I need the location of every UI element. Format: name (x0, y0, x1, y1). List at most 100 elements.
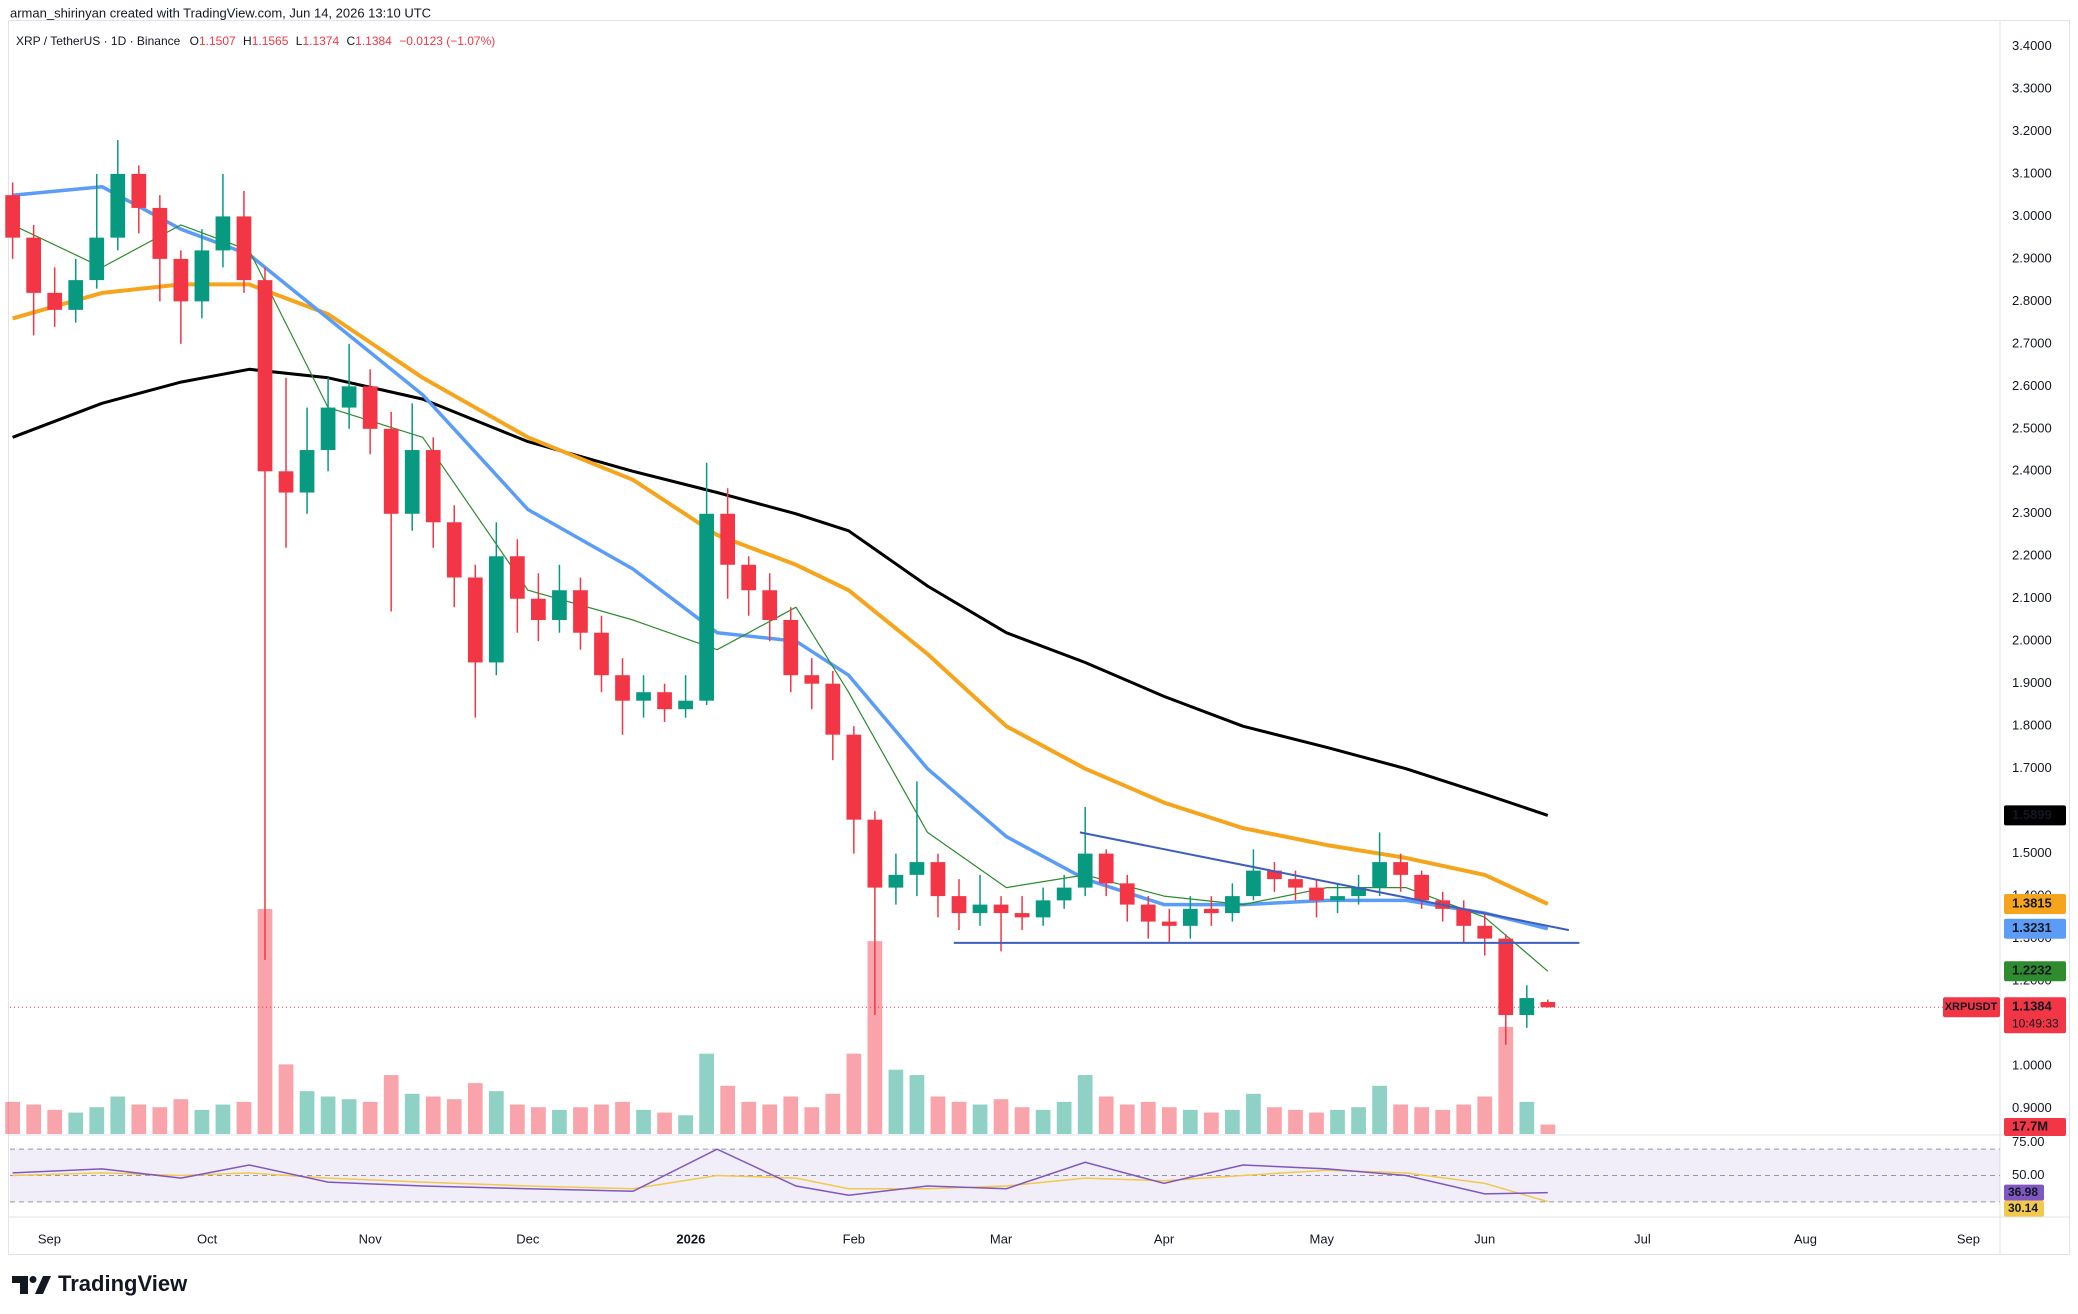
candle-body (215, 216, 231, 251)
volume-tag (2004, 1118, 2066, 1136)
ohlc-value: 1.1374 (302, 34, 339, 48)
candle-body (404, 450, 420, 514)
volume-bar (1098, 1096, 1114, 1134)
volume-bar (1540, 1124, 1556, 1134)
candle-body (1372, 862, 1387, 888)
candle-body (1267, 870, 1282, 880)
volume-bar (1477, 1096, 1493, 1134)
volume-bar (1161, 1107, 1177, 1134)
ohlc-value: 1.1507 (199, 34, 236, 48)
candle-body (446, 522, 462, 578)
volume-bar (1056, 1101, 1072, 1134)
candle-body (509, 556, 525, 599)
y-tick-label: 1.0000 (2012, 1057, 2052, 1072)
candle-body (1414, 874, 1430, 901)
y-tick-label: 2.5000 (2012, 420, 2052, 435)
volume-bar (194, 1109, 210, 1134)
volume-bar (552, 1109, 567, 1134)
ohlc-value: 1.1384 (355, 34, 392, 48)
volume-bar (47, 1109, 63, 1134)
volume-bar (1225, 1109, 1240, 1134)
symbol-tag-label: XRPUSDT (1945, 1001, 1998, 1013)
volume-bar (236, 1101, 252, 1134)
volume-bar (867, 941, 883, 1134)
y-tick-label: 1.5000 (2012, 845, 2052, 860)
candle-body (236, 216, 252, 281)
volume-bar (636, 1109, 651, 1134)
logo-mark (29, 1276, 37, 1283)
y-tick-label: 2.3000 (2012, 505, 2052, 520)
volume-bar (1498, 1026, 1514, 1134)
candle-body (194, 250, 210, 302)
volume-bar (341, 1099, 357, 1134)
x-tick-label: Sep (1957, 1231, 1980, 1246)
candle-body (594, 632, 609, 676)
moving-average (12, 184, 1549, 931)
volume-bar (425, 1096, 441, 1134)
y-tick-label: 2.8000 (2012, 293, 2052, 308)
ohlc-value: 1.1565 (252, 34, 289, 48)
volume-bar (993, 1099, 1009, 1134)
volume-bar (215, 1104, 231, 1134)
volume-bar (804, 1107, 820, 1134)
logo: TradingView (12, 1271, 188, 1296)
y-tick-label: 1.7000 (2012, 760, 2052, 775)
volume-bar (1077, 1075, 1093, 1134)
volume-bar (5, 1101, 20, 1134)
ohlc-key: H (243, 34, 252, 48)
volume-bar (930, 1096, 946, 1134)
volume-bar (299, 1091, 315, 1134)
volume-bar (909, 1075, 925, 1134)
y-tick-label: 2.0000 (2012, 633, 2052, 648)
volume-bar (1204, 1112, 1219, 1134)
candle-body (531, 598, 546, 620)
y-tick-label: 0.9000 (2012, 1100, 2052, 1115)
volume-bar (531, 1107, 546, 1134)
rsi-ma-tag-label: 30.14 (2008, 1201, 2038, 1215)
candle-body (888, 874, 904, 888)
rsi-tag (2004, 1184, 2044, 1201)
volume-bar (846, 1053, 862, 1134)
y-tick-label: 3.1000 (2012, 165, 2052, 180)
candle-body (341, 386, 357, 408)
candle-body (1077, 853, 1093, 888)
volume-bar (1035, 1109, 1051, 1134)
volume-bar (1182, 1109, 1198, 1134)
volume-bar (1351, 1107, 1366, 1134)
volume-bar (446, 1099, 462, 1134)
price-tag-label: 1.3815 (2012, 895, 2052, 910)
candle-body (951, 896, 967, 914)
candle-body (1288, 879, 1303, 888)
volume-bar (467, 1083, 483, 1134)
change: −0.0123 (−1.07%) (399, 34, 495, 48)
volume-bar (573, 1107, 588, 1134)
candle-body (657, 692, 672, 710)
price-tag (2004, 805, 2066, 826)
volume-bar (825, 1093, 841, 1134)
logo-mark (35, 1276, 51, 1294)
rsi-ma-line (12, 1169, 1549, 1203)
volume-bar (320, 1096, 336, 1134)
candle-body (278, 471, 294, 493)
candle-body (1246, 870, 1261, 897)
volume-bar (68, 1112, 84, 1134)
y-tick-label: 3.0000 (2012, 208, 2052, 223)
candle-body (1204, 908, 1219, 914)
candle-body (26, 237, 42, 293)
volume-bar (783, 1096, 799, 1134)
y-tick-label: 1.8000 (2012, 718, 2052, 733)
volume-tag-label: 17.7M (2012, 1118, 2048, 1133)
candle-body (804, 675, 820, 684)
volume-bar (741, 1101, 757, 1134)
volume-bar (1519, 1101, 1535, 1134)
candle-body (1098, 853, 1114, 884)
candle-body (425, 450, 441, 523)
x-tick-label: Aug (1794, 1231, 1817, 1246)
candle-body (1309, 887, 1324, 901)
rsi-tick-label: 75.00 (2012, 1134, 2045, 1149)
volume-bar (89, 1107, 105, 1134)
volume-bar (1267, 1107, 1282, 1134)
y-tick-label: 3.4000 (2012, 38, 2052, 53)
x-tick-label: 2026 (676, 1231, 705, 1246)
candle-body (825, 683, 841, 735)
